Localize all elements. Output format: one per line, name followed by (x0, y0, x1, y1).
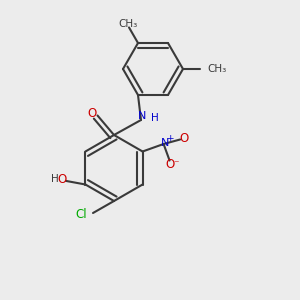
Text: H: H (151, 112, 158, 123)
Text: ⁻: ⁻ (173, 159, 179, 169)
Text: N: N (161, 137, 169, 148)
Text: CH₃: CH₃ (118, 19, 137, 29)
Text: H: H (51, 173, 58, 184)
Text: O: O (179, 132, 189, 145)
Text: O: O (57, 173, 67, 186)
Text: O: O (166, 158, 175, 171)
Text: CH₃: CH₃ (207, 64, 226, 74)
Text: N: N (138, 111, 147, 122)
Text: Cl: Cl (75, 208, 87, 221)
Text: +: + (167, 134, 174, 143)
Text: O: O (88, 106, 97, 120)
